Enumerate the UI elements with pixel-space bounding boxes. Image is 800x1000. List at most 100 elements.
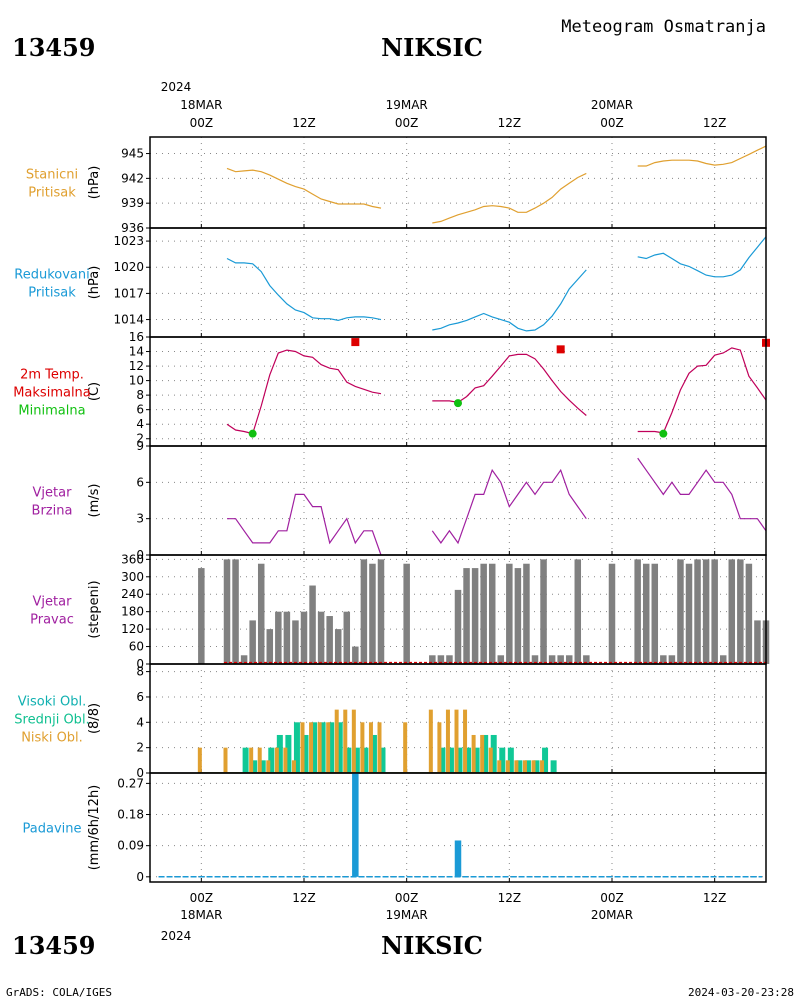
wind_direction-bar-47 [685,563,693,664]
wind_direction-bar-49 [702,559,710,664]
clouds-bar-1-31 [531,760,536,773]
clouds-bar-1-3 [257,747,262,773]
wind_direction-bar-10 [300,611,308,664]
station_pressure-series-line-0 [226,167,382,209]
clouds-bar-1-19 [428,709,433,773]
reduced_pressure-series-line-0 [226,257,382,322]
wind_direction-bar-0 [198,568,205,664]
wind_direction-bar-55 [754,620,761,664]
clouds-bar-0-9 [319,722,326,773]
precipitation-ylabel: (mm/6h/12h) [87,785,102,871]
temperature-max-marker-1 [556,345,565,354]
bottom-day-label-2: 20MAR [591,908,633,922]
wind_direction-bar-2 [232,559,239,664]
clouds-bar-1-8 [300,722,305,773]
temperature-label-0: 2m Temp. [20,368,84,383]
wind_direction-bar-33 [531,655,539,664]
wind_direction-ylabel: (stepeni) [87,580,102,638]
clouds-bar-1-5 [274,747,279,773]
clouds-bar-0-23 [490,734,497,773]
temperature-ytick-label-2: 6 [136,403,144,417]
bottom-hour-label-2: 00Z [395,891,419,905]
wind_direction-bar-50 [711,559,718,664]
wind_speed-ytick-label-0: 0 [136,548,144,562]
title-meteogram: Meteogram Osmatranja [561,17,766,37]
clouds-bar-1-25 [480,734,485,773]
clouds-bar-1-12 [334,709,339,773]
reduced_pressure-series-line-2 [637,236,767,278]
wind_direction-bar-23 [446,655,453,664]
temperature-ytick-label-6: 14 [129,345,144,359]
clouds-bar-1-23 [463,709,468,773]
top-hour-label-3: 12Z [498,116,522,130]
top-hour-label-2: 00Z [395,116,419,130]
top-day-label-2: 20MAR [591,98,633,112]
wind_speed-label-0: Vjetar [33,486,73,501]
wind_direction-ytick-label-0: 0 [136,657,144,671]
wind_direction-bar-20 [403,563,410,664]
clouds-bar-0-30 [550,760,557,773]
footer-timestamp: 2024-03-20-23:28 [688,986,794,999]
temperature-min-marker-2 [659,429,668,438]
wind_direction-bar-12 [317,611,325,664]
wind_direction-bar-43 [651,563,659,664]
wind_speed-label-1: Brzina [32,504,73,519]
clouds-bar-0-18 [447,747,454,773]
wind_direction-bar-25 [463,568,470,664]
clouds-ytick-label-1: 2 [136,741,144,755]
clouds-ytick-label-2: 4 [136,715,144,729]
reduced_pressure-ytick-label-1: 1017 [113,286,144,300]
station-id-bottom: 13459 [12,931,96,960]
wind_speed-ytick-label-1: 3 [136,512,144,526]
clouds-bar-1-11 [326,722,331,773]
wind_direction-label-0: Vjetar [33,595,73,610]
wind_direction-bar-54 [745,563,753,664]
clouds-bar-1-28 [505,760,510,773]
wind_direction-bar-53 [737,559,744,664]
wind_direction-bar-9 [292,620,299,664]
wind_direction-bar-39 [583,655,590,664]
wind_direction-bar-32 [523,563,530,664]
wind_speed-ylabel: (m/s) [87,484,102,518]
reduced_pressure-label-1: Pritisak [28,286,76,301]
wind_direction-bar-45 [668,655,676,664]
wind_direction-ytick-label-5: 300 [121,570,144,584]
clouds-bar-0-28 [533,760,540,773]
clouds-label-1: Srednji Obl. [14,713,89,728]
clouds-ytick-label-4: 8 [136,665,144,679]
clouds-bar-0-4 [276,734,283,773]
station_pressure-label-0: Stanicni [26,168,78,183]
clouds-bar-0-15 [370,734,377,773]
wind_direction-bar-51 [719,655,727,664]
clouds-bar-0-6 [293,722,300,773]
wind_direction-bar-1 [223,559,231,664]
temperature-ytick-label-4: 10 [129,374,144,388]
precipitation-ytick-label-2: 0.18 [117,808,144,822]
wind_direction-bar-21 [429,655,436,664]
wind_direction-bar-22 [437,655,445,664]
wind_direction-bar-15 [343,611,351,664]
clouds-bar-0-14 [362,747,369,773]
clouds-bar-1-1 [223,747,228,773]
reduced_pressure-ytick-label-2: 1020 [113,260,144,274]
reduced_pressure-ylabel: (hPa) [87,266,102,300]
station-name-bottom: NIKSIC [381,931,483,960]
station_pressure-ytick-label-1: 939 [121,196,144,210]
station-name-top: NIKSIC [381,33,483,62]
top-day-label-1: 19MAR [386,98,428,112]
wind_direction-bar-5 [257,563,265,664]
temperature-min-marker-0 [248,429,257,438]
clouds-bar-0-19 [456,747,463,773]
clouds-bar-0-26 [516,760,523,773]
precipitation-ytick-label-3: 0.27 [117,776,144,790]
temperature-frame [149,336,767,447]
clouds-label-2: Niski Obl. [21,731,83,746]
wind_direction-bar-38 [574,559,582,664]
station_pressure-series-line-2 [637,145,767,167]
bottom-day-label-1: 19MAR [386,908,428,922]
reduced_pressure-ytick-label-3: 1023 [113,234,144,248]
clouds-bar-1-0 [197,747,202,773]
clouds-ytick-label-3: 6 [136,690,144,704]
wind_direction-bar-11 [309,585,316,664]
